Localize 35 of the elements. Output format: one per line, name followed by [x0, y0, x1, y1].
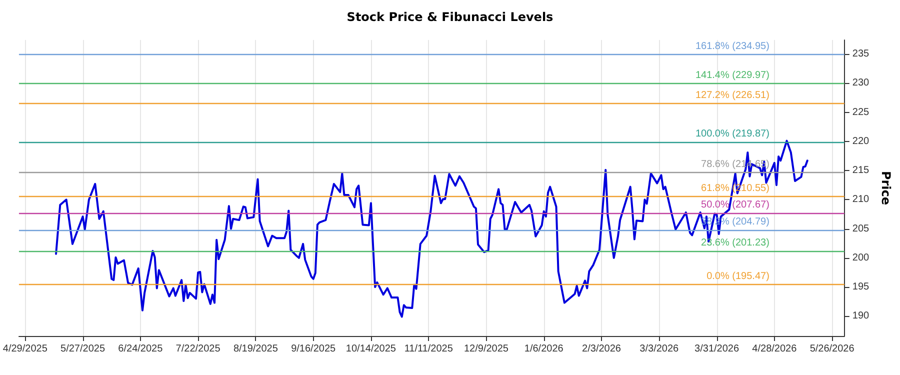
ref-line-label: 23.6% (201.23): [701, 237, 770, 248]
line-series: [55, 140, 808, 318]
ref-line-label: 100.0% (219.87): [695, 128, 770, 140]
x-tick-label: 6/24/2025: [118, 344, 164, 354]
x-tick-label: 4/29/2025: [2, 344, 48, 354]
x-tick-label: 4/28/2026: [752, 344, 798, 354]
x-tick-label: 1/6/2026: [524, 344, 564, 354]
y-tick-label: 205: [852, 223, 870, 234]
x-tick-label: 5/26/2026: [810, 344, 855, 354]
ref-line-label: 127.2% (226.51): [695, 90, 770, 101]
x-tick-label: 2/3/2026: [582, 344, 622, 354]
ref-line-label: 141.4% (229.97): [695, 70, 770, 81]
x-tick-label: 11/11/2025: [404, 344, 454, 354]
x-tick-label: 5/27/2025: [60, 344, 106, 354]
x-tick-label: 3/31/2026: [694, 344, 740, 354]
ref-line-label: 161.8% (234.95): [695, 40, 770, 52]
x-tick-label: 3/3/2026: [640, 344, 680, 354]
y-tick-label: 225: [852, 106, 870, 118]
x-tick-label: 8/19/2025: [233, 344, 278, 354]
y-tick-label: 215: [852, 165, 870, 176]
x-tick-label: 9/16/2025: [291, 344, 336, 354]
y-tick-label: 190: [852, 310, 870, 322]
ref-line-label: 0.0% (195.47): [706, 270, 770, 282]
y-tick-label: 235: [852, 48, 870, 60]
x-tick-label: 10/14/2025: [346, 344, 396, 354]
y-tick-label: 220: [852, 136, 870, 147]
x-tick-label: 12/9/2025: [464, 344, 509, 354]
y-tick-label: 200: [852, 252, 870, 264]
x-tick-label: 7/22/2025: [176, 344, 221, 354]
y-tick-label: 230: [852, 78, 870, 89]
y-tick-label: 195: [852, 282, 870, 293]
ref-line-label: 50.0% (207.67): [701, 200, 770, 211]
chart-title: Stock Price & Fibunacci Levels: [346, 10, 554, 24]
y-tick-label: 210: [852, 194, 870, 206]
y-axis-title: Price: [879, 170, 893, 206]
